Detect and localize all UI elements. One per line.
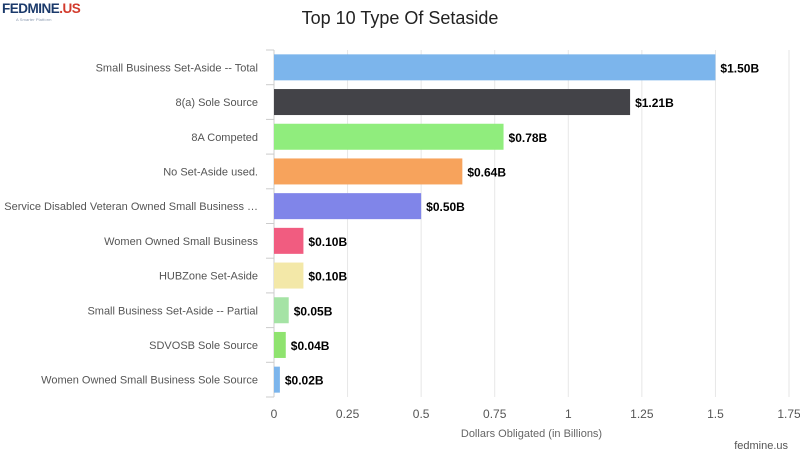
- category-label-6: Women Owned Small Business: [104, 236, 258, 248]
- category-label-4: No Set-Aside used.: [163, 166, 258, 178]
- x-tick-label-5: 1.25: [630, 407, 654, 421]
- category-label-7: HUBZone Set-Aside: [159, 271, 258, 283]
- data-label-7: $0.10B: [308, 270, 347, 284]
- data-label-2: $1.21B: [635, 96, 674, 110]
- category-label-10: Women Owned Small Business Sole Source: [41, 375, 258, 387]
- bar-1: [274, 54, 716, 81]
- data-label-6: $0.10B: [308, 235, 347, 249]
- category-label-8: Small Business Set-Aside -- Partial: [87, 305, 258, 317]
- data-label-3: $0.78B: [509, 131, 548, 145]
- x-tick-label-6: 1.5: [707, 407, 724, 421]
- logo-wordmark-dot: .US: [59, 1, 81, 16]
- bar-10: [274, 366, 280, 393]
- x-tick-label-7: 1.75: [777, 407, 800, 421]
- x-tick-label-2: 0.5: [413, 407, 430, 421]
- chart-title: Top 10 Type Of Setaside: [301, 8, 499, 28]
- bar-6: [274, 227, 304, 254]
- data-label-10: $0.02B: [285, 374, 324, 388]
- x-tick-label-0: 0: [271, 407, 278, 421]
- credit-link[interactable]: fedmine.us: [734, 440, 788, 452]
- x-tick-label-1: 0.25: [336, 407, 360, 421]
- bar-8: [274, 297, 289, 324]
- logo-tagline: A Smarter Platform: [16, 17, 52, 22]
- category-label-2: 8(a) Sole Source: [175, 97, 258, 109]
- bar-2: [274, 89, 631, 116]
- x-tick-label-4: 1: [565, 407, 572, 421]
- logo-wordmark: FEDMINE.US: [2, 1, 81, 16]
- category-label-3: 8A Competed: [191, 132, 258, 144]
- bar-4: [274, 158, 463, 185]
- bar-7: [274, 262, 304, 289]
- bar-5: [274, 193, 422, 220]
- bar-9: [274, 331, 286, 358]
- x-tick-label-3: 0.75: [483, 407, 507, 421]
- data-label-9: $0.04B: [291, 339, 330, 353]
- bar-3: [274, 123, 504, 150]
- data-label-5: $0.50B: [426, 200, 465, 214]
- category-label-5: Service Disabled Veteran Owned Small Bus…: [4, 201, 258, 213]
- category-label-9: SDVOSB Sole Source: [149, 340, 258, 352]
- category-label-1: Small Business Set-Aside -- Total: [96, 62, 258, 74]
- logo-wordmark-main: FEDMINE: [2, 1, 60, 16]
- data-label-1: $1.50B: [720, 61, 759, 75]
- data-label-8: $0.05B: [294, 304, 333, 318]
- data-label-4: $0.64B: [467, 165, 506, 179]
- fedmine-logo[interactable]: FEDMINE.US A Smarter Platform: [2, 1, 81, 26]
- x-axis-title: Dollars Obligated (in Billions): [461, 428, 602, 440]
